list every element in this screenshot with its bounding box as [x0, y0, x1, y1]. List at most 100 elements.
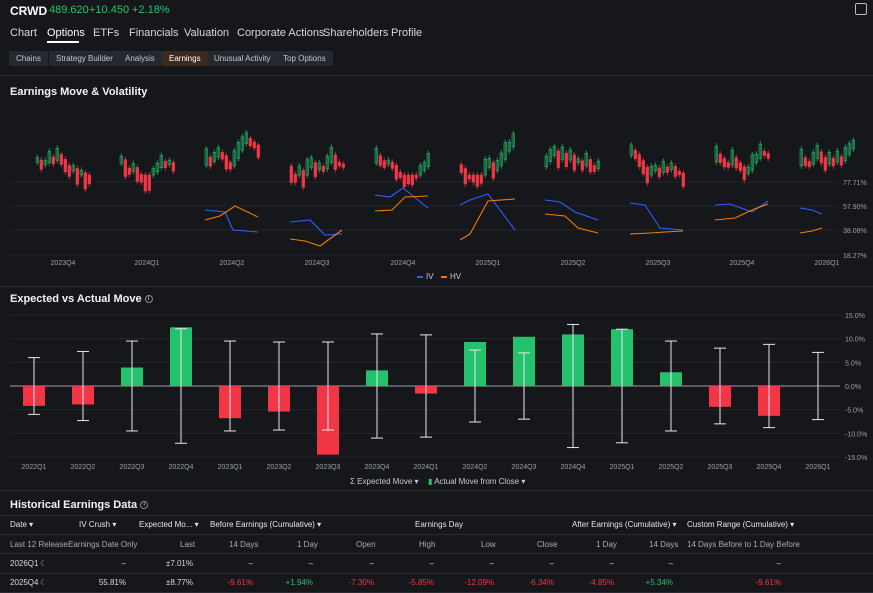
candle-body	[51, 156, 55, 165]
candle-body	[556, 150, 560, 168]
candle-body	[471, 174, 475, 183]
y-tick-label: 5.0%	[845, 360, 861, 367]
tab-chart[interactable]: Chart	[10, 27, 37, 39]
x-tick-label: 2024Q2	[463, 464, 488, 471]
candle-body	[499, 152, 503, 166]
x-tick-label: 2025Q2	[561, 260, 586, 267]
candle-body	[641, 160, 645, 175]
col-custom-range[interactable]: Custom Range (Cumulative) ▾	[687, 520, 795, 529]
x-tick-label: 2024Q3	[305, 260, 330, 267]
x-tick-label: 2024Q2	[220, 260, 245, 267]
candle-body	[59, 154, 63, 165]
exit-icon[interactable]	[855, 3, 867, 15]
candle-body	[147, 174, 151, 191]
table-cell: -9.61%	[227, 578, 253, 587]
subtab-strategy-builder[interactable]: Strategy Builder	[49, 51, 120, 66]
divider	[0, 75, 873, 76]
subtab-unusual-activity[interactable]: Unusual Activity	[207, 51, 278, 66]
candle-body	[240, 136, 244, 151]
candle-body	[657, 167, 661, 178]
table-cell: -7.30%	[348, 578, 374, 587]
candle-body	[75, 167, 79, 185]
candle-body	[167, 159, 171, 165]
candle-body	[665, 166, 669, 173]
x-tick-label: 2025Q3	[646, 260, 671, 267]
candle-body	[236, 142, 240, 159]
table-cell: +1.94%	[285, 578, 313, 587]
ticker-price: 489.620	[49, 4, 89, 16]
candle-body	[467, 174, 471, 180]
info-icon[interactable]: i	[144, 295, 153, 304]
candle-body	[681, 172, 685, 187]
tab-financials[interactable]: Financials	[129, 27, 179, 39]
tab-valuation[interactable]: Valuation	[184, 27, 230, 39]
candle-body	[843, 147, 847, 162]
candle-body	[742, 166, 746, 181]
x-tick-label: 2024Q4	[561, 464, 586, 471]
candle-body	[588, 159, 592, 173]
candle-body	[337, 161, 341, 167]
candle-body	[386, 159, 390, 165]
sub-earnings-date-only: Earnings Date Only	[68, 540, 138, 549]
y-tick-label: -15.0%	[845, 455, 867, 462]
subtab-earnings[interactable]: Earnings	[162, 51, 208, 66]
x-tick-label: 2022Q1	[22, 464, 47, 471]
tab-etfs[interactable]: ETFs	[93, 27, 120, 39]
table-cell: –	[308, 559, 313, 568]
x-tick-label: 2023Q3	[316, 464, 341, 471]
candle-body	[746, 166, 750, 174]
candle-body	[564, 152, 568, 168]
section-title-earnings-move: Earnings Move & Volatility	[10, 86, 148, 98]
subtab-chains[interactable]: Chains	[9, 51, 48, 66]
subtab-top-options[interactable]: Top Options	[276, 51, 333, 66]
info-icon[interactable]: i	[140, 501, 149, 510]
col-iv-crush[interactable]: IV Crush ▾	[79, 520, 117, 529]
candle-body	[803, 157, 807, 166]
x-tick-label: 2026Q1	[806, 464, 831, 471]
col-before-earnings[interactable]: Before Earnings (Cumulative) ▾	[210, 520, 322, 529]
col-after-earnings[interactable]: After Earnings (Cumulative) ▾	[572, 520, 677, 529]
candle-body	[171, 162, 175, 172]
iv-line	[629, 202, 684, 231]
candle-body	[629, 144, 633, 156]
candle-body	[653, 164, 657, 172]
candle-body	[67, 165, 71, 177]
candle-body	[151, 168, 155, 176]
tab-corporate-actions[interactable]: Corporate Actions	[237, 27, 325, 39]
hv-line	[799, 227, 823, 234]
row-date: 2026Q1	[10, 559, 39, 568]
candle-body	[811, 152, 815, 165]
candle-body	[79, 170, 83, 176]
x-tick-label: 2024Q4	[391, 260, 416, 267]
sub-14days: 14 Days	[229, 540, 259, 549]
candle-body	[325, 155, 329, 170]
tab-shareholders[interactable]: Shareholders	[323, 27, 389, 39]
candle-body	[414, 174, 418, 179]
candle-body	[491, 162, 495, 179]
col-expected-move[interactable]: Expected Mo... ▾	[139, 520, 199, 529]
col-date[interactable]: Date ▾	[10, 520, 34, 529]
candle-body	[410, 174, 414, 185]
sub-high: High	[419, 540, 436, 549]
candle-body	[766, 153, 770, 159]
sub-last12: Last 12 Release	[10, 540, 68, 549]
table-cell: ±8.77%	[165, 578, 193, 587]
tab-options[interactable]: Options	[47, 27, 85, 39]
table-cell: –	[429, 559, 434, 568]
x-tick-label: 2025Q4	[730, 260, 755, 267]
legend-expected-move[interactable]: Σ Expected Move ▾	[350, 477, 419, 486]
table-cell: -9.61%	[755, 578, 781, 587]
subtab-analysis[interactable]: Analysis	[118, 51, 162, 66]
candle-body	[459, 164, 463, 173]
legend-hv: HV	[441, 272, 461, 281]
table-cell: –	[549, 559, 554, 568]
candle-body	[317, 162, 321, 170]
earnings-move-chart: 77.71% 57.90% 38.08% 18.27% 2023Q4 2024Q1 2024…	[10, 129, 867, 267]
divider	[0, 573, 873, 574]
table-cell: ±7.01%	[165, 559, 193, 568]
tab-profile[interactable]: Profile	[391, 27, 423, 39]
candle-body	[83, 172, 87, 190]
legend-actual-move[interactable]: ▮ Actual Move from Close ▾	[428, 477, 526, 486]
candle-body	[252, 141, 256, 149]
candle-body	[297, 165, 301, 176]
